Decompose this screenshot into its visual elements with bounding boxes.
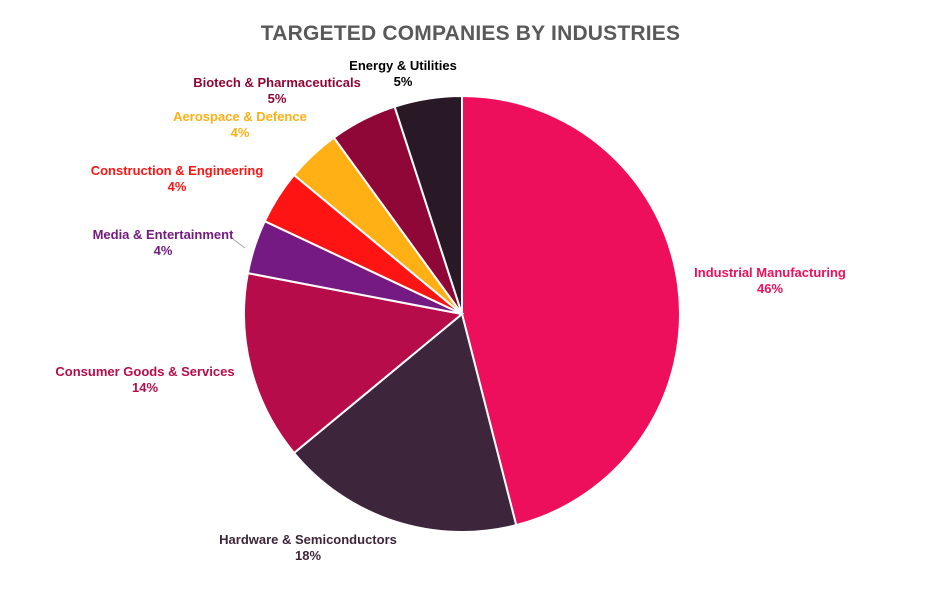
slice-label: Media & Entertainment <box>93 227 235 242</box>
slice-percent-label: 5% <box>268 91 287 106</box>
slice-label: Consumer Goods & Services <box>55 364 234 379</box>
slice-percent-label: 4% <box>168 179 187 194</box>
slice-percent-label: 4% <box>154 243 173 258</box>
pie-slice-1 <box>461 94 681 527</box>
slice-label: Aerospace & Defence <box>173 109 307 124</box>
slice-percent-label: 14% <box>132 380 158 395</box>
slice-percent-label: 46% <box>757 281 783 296</box>
slice-percent-label: 18% <box>295 548 321 563</box>
slice-percent-label: 5% <box>394 74 413 89</box>
slice-label: Construction & Engineering <box>91 163 264 178</box>
leader-line <box>232 238 246 249</box>
slice-percent-label: 4% <box>231 125 250 140</box>
slice-label: Biotech & Pharmaceuticals <box>193 75 361 90</box>
pie-slice-8 <box>393 94 463 315</box>
slice-label: Industrial Manufacturing <box>694 265 846 280</box>
pie-slice-2 <box>292 312 518 533</box>
slice-label: Hardware & Semiconductors <box>219 532 397 547</box>
chart-title: TARGETED COMPANIES BY INDUSTRIES <box>260 22 681 45</box>
slice-label: Energy & Utilities <box>349 58 457 73</box>
pie-slice-3 <box>243 271 465 455</box>
